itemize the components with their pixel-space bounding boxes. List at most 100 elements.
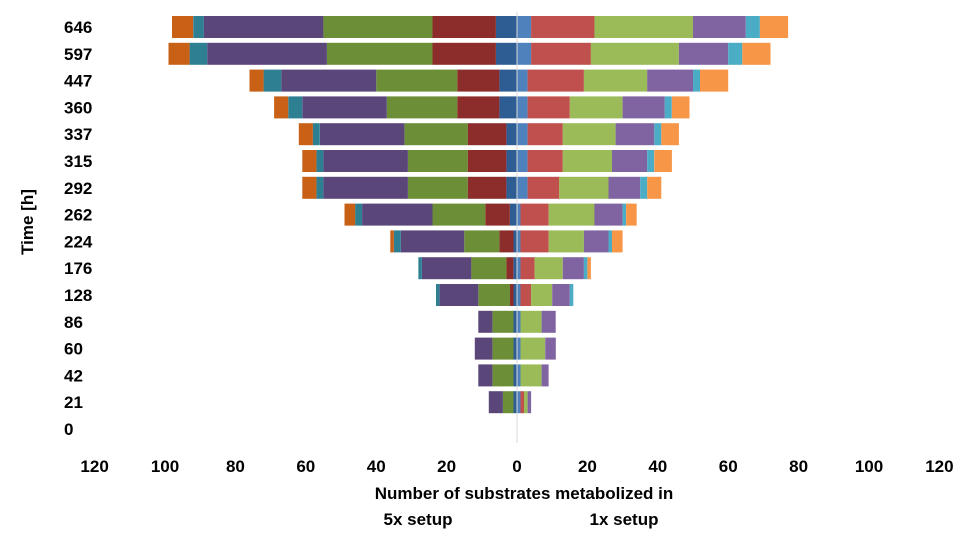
bar-1x-segment <box>622 203 627 226</box>
bar-5x-segment <box>432 42 496 65</box>
bar-1x-segment <box>583 69 648 92</box>
x-tick-label: 80 <box>789 457 808 476</box>
bar-1x-segment <box>520 257 535 280</box>
bar-5x-segment <box>492 337 514 360</box>
y-tick-label: 337 <box>64 125 92 144</box>
bar-1x-segment <box>647 69 693 92</box>
bar-1x-segment <box>520 310 542 333</box>
bar-1x-segment <box>664 96 672 119</box>
y-tick-label: 262 <box>64 206 92 225</box>
bar-1x-segment <box>527 150 563 172</box>
bar-1x-segment <box>745 16 760 38</box>
bar-1x-segment <box>562 257 584 280</box>
bar-5x-segment <box>422 257 472 280</box>
bar-5x-segment <box>506 176 517 199</box>
y-tick-label: 0 <box>64 420 73 439</box>
bar-5x-segment <box>203 16 324 38</box>
bar-5x-segment <box>274 96 289 119</box>
bar-5x-segment <box>432 16 496 38</box>
bar-1x-segment <box>612 150 648 172</box>
bar-1x-segment <box>517 364 521 387</box>
bar-1x-segment <box>517 16 532 38</box>
bar-5x-segment <box>316 150 324 172</box>
bar-5x-segment <box>513 310 517 333</box>
bar-1x-segment <box>693 69 700 92</box>
bar-5x-segment <box>323 150 408 172</box>
bar-1x-segment <box>517 42 532 65</box>
bar-5x-segment <box>362 203 433 226</box>
bar-5x-segment <box>474 337 493 360</box>
bar-1x-segment <box>531 16 595 38</box>
bar-1x-segment <box>569 284 574 306</box>
bar-1x-segment <box>594 203 623 226</box>
bar-5x-segment <box>319 123 405 146</box>
bar-5x-segment <box>436 284 440 306</box>
bar-5x-segment <box>499 230 514 253</box>
x-tick-label: 0 <box>512 457 521 476</box>
left-setup-label: 5x setup <box>384 510 453 529</box>
y-tick-labels: 646 597 447 360 337 315 292 262 224 176 128 86 60 42 2… <box>64 18 93 439</box>
bar-5x-segment <box>495 42 517 65</box>
bar-5x-segment <box>499 96 517 119</box>
bar-1x-segment <box>545 337 556 360</box>
x-tick-label: 60 <box>296 457 315 476</box>
bar-5x-segment <box>513 391 517 414</box>
bar-5x-segment <box>478 364 493 387</box>
x-tick-label: 100 <box>151 457 179 476</box>
bar-5x-segment <box>478 284 510 306</box>
bar-1x-segment <box>562 150 613 172</box>
bar-1x-segment <box>654 123 662 146</box>
bar-1x-segment <box>654 150 672 172</box>
bar-5x-segment <box>418 257 422 280</box>
bar-5x-segment <box>407 176 468 199</box>
bar-5x-segment <box>302 176 317 199</box>
bar-5x-segment <box>464 230 500 253</box>
bar-1x-segment <box>527 69 584 92</box>
x-tick-label: 120 <box>80 457 108 476</box>
y-tick-label: 176 <box>64 259 92 278</box>
bar-1x-segment <box>608 176 641 199</box>
bar-5x-segment <box>376 69 458 92</box>
y-tick-label: 21 <box>64 393 83 412</box>
bar-5x-segment <box>510 284 514 306</box>
y-tick-label: 60 <box>64 340 83 359</box>
y-axis-title: Time [h] <box>18 189 37 255</box>
bar-1x-segment <box>527 176 560 199</box>
bar-1x-segment <box>527 96 570 119</box>
y-tick-label: 360 <box>64 98 92 117</box>
bar-1x-segment <box>517 176 528 199</box>
y-tick-label: 128 <box>64 286 92 305</box>
bar-1x-segment <box>548 203 595 226</box>
bar-1x-segment <box>527 123 563 146</box>
y-tick-label: 646 <box>64 18 92 37</box>
y-tick-label: 292 <box>64 179 92 198</box>
bar-1x-segment <box>583 230 609 253</box>
x-tick-label: 120 <box>925 457 953 476</box>
bar-1x-segment <box>640 176 648 199</box>
x-tick-label: 80 <box>226 457 245 476</box>
bar-1x-segment <box>534 257 563 280</box>
bar-1x-segment <box>612 230 623 253</box>
bar-5x-segment <box>172 16 194 38</box>
bar-1x-segment <box>520 203 549 226</box>
bar-1x-segment <box>647 176 662 199</box>
bar-1x-segment <box>559 176 609 199</box>
y-tick-label: 597 <box>64 45 92 64</box>
bar-5x-segment <box>263 69 282 92</box>
bar-5x-segment <box>492 364 514 387</box>
bar-5x-segment <box>471 257 507 280</box>
bar-1x-segment <box>583 257 588 280</box>
bar-5x-segment <box>510 203 517 226</box>
bar-1x-segment <box>693 16 746 38</box>
bar-1x-segment <box>527 391 532 414</box>
bar-5x-segment <box>316 176 324 199</box>
bars-layer <box>168 16 789 414</box>
bar-1x-segment <box>520 391 524 414</box>
bar-5x-segment <box>407 150 468 172</box>
y-tick-label: 86 <box>64 313 83 332</box>
bar-1x-segment <box>517 284 521 306</box>
bar-1x-segment <box>626 203 637 226</box>
bar-1x-segment <box>594 16 693 38</box>
bar-1x-segment <box>517 337 521 360</box>
